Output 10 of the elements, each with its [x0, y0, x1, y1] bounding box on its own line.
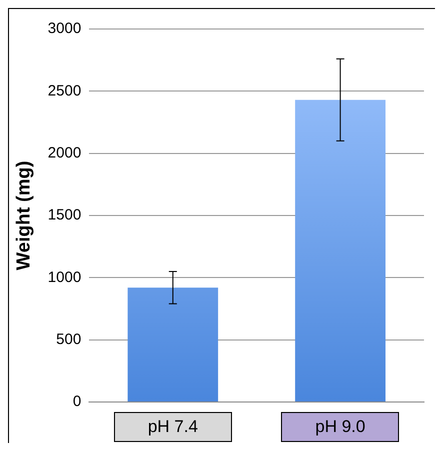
y-tick-label: 2500 — [48, 82, 82, 100]
x-tick-label: pH 9.0 — [281, 412, 400, 442]
y-tick-label: 3000 — [48, 20, 82, 38]
y-tick-label: 2000 — [48, 144, 82, 162]
y-tick-label: 0 — [72, 393, 82, 410]
y-axis-title: Weight (mg) — [14, 160, 35, 270]
y-tick-label: 1500 — [48, 206, 82, 224]
x-tick-label: pH 7.4 — [114, 412, 232, 442]
y-tick-label: 500 — [56, 330, 82, 348]
y-tick-label: 1000 — [48, 268, 82, 286]
